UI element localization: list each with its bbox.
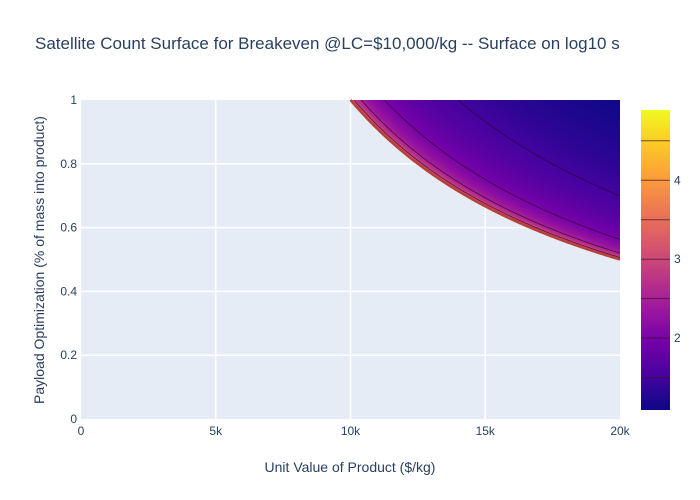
y-tick-label: 1 [70, 93, 77, 107]
x-tick-label: 5k [209, 424, 223, 438]
contour-lines [349, 99, 621, 261]
colorbar-tick-label: 3 [674, 252, 681, 266]
x-tick-label: 0 [78, 424, 85, 438]
x-tick-label: 20k [610, 424, 630, 438]
tick-labels: 0 5k 10k 15k 20k 0 0.2 0.4 0.6 0.8 1 2 3 4 [60, 93, 681, 438]
y-axis-label: Payload Optimization (% of mass into pro… [31, 116, 47, 404]
y-tick-label: 0.6 [60, 221, 77, 235]
gridlines [81, 100, 620, 419]
x-tick-label: 15k [476, 424, 496, 438]
colorbar-tick-label: 4 [674, 173, 681, 187]
contour-line [384, 99, 621, 240]
colorbar [641, 110, 670, 410]
contour-line [360, 99, 621, 254]
y-tick-label: 0.8 [60, 157, 77, 171]
x-tick-label: 10k [341, 424, 361, 438]
colorbar-tick-label: 2 [674, 331, 681, 345]
chart-title: Satellite Count Surface for Breakeven @L… [35, 34, 620, 53]
breakeven-boundary [349, 99, 621, 261]
contour-line [457, 99, 621, 197]
x-axis-label: Unit Value of Product ($/kg) [265, 459, 436, 475]
y-tick-label: 0 [70, 412, 77, 426]
y-tick-label: 0.2 [60, 348, 77, 362]
colorbar-level-lines [641, 140, 670, 379]
y-tick-label: 0.4 [60, 284, 77, 298]
contour-line [353, 99, 621, 258]
